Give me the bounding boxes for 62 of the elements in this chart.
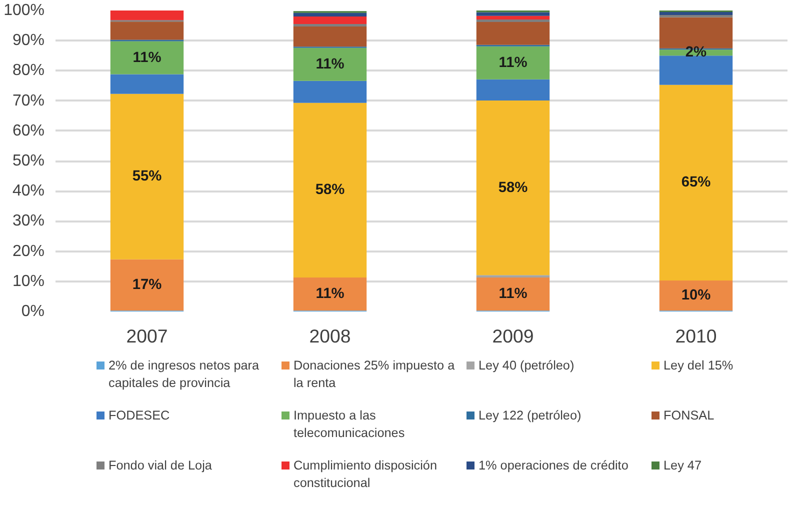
bar (110, 10, 184, 20)
y-tick-label: 0% (21, 303, 44, 320)
x-tick-label: 2008 (309, 326, 351, 346)
data-label: 65% (681, 174, 711, 191)
data-label: 11% (316, 286, 344, 302)
bar (659, 280, 733, 311)
bar (293, 16, 367, 24)
bar (476, 12, 550, 16)
data-label: 11% (132, 50, 162, 66)
bar (110, 74, 184, 94)
bar (293, 48, 367, 81)
bar (110, 22, 184, 40)
bar (293, 102, 367, 278)
legend-label: Fondo vial de Loja (108, 458, 213, 472)
x-tick-label: 2009 (492, 326, 534, 346)
data-label: 10% (681, 288, 711, 304)
bar (476, 22, 550, 45)
bar (659, 84, 733, 280)
bar (659, 12, 733, 16)
y-tick-label: 40% (12, 182, 45, 200)
x-tick-label: 2007 (126, 326, 168, 346)
legend-label: FODESEC (108, 408, 170, 422)
legend-label: Cumplimiento disposición constitucional (294, 458, 438, 490)
bar (293, 12, 367, 17)
legend-label: Impuesto a las telecomunicaciones (294, 408, 405, 440)
data-label: 11% (498, 54, 528, 71)
legend-label: Ley 122 (petróleo) (478, 408, 582, 422)
legend-label: FONSAL (664, 408, 714, 422)
bar (110, 41, 184, 74)
bar (476, 16, 550, 20)
y-tick-label: 100% (4, 2, 44, 19)
data-label: 17% (132, 277, 162, 294)
y-tick-label: 50% (12, 152, 45, 170)
legend-label: 2% de ingresos netos para capitales de provincia (108, 358, 260, 390)
x-tick-label: 2010 (675, 326, 717, 346)
legend-label: Ley 40 (petróleo) (478, 358, 574, 372)
bar (110, 94, 184, 260)
legend-label: 1% operaciones de crédito (478, 458, 628, 472)
y-tick-label: 60% (12, 122, 45, 140)
bar (476, 46, 550, 80)
legend-label: Donaciones 25% impuesto a la renta (294, 358, 456, 390)
bar (293, 80, 367, 103)
y-tick-label: 90% (12, 32, 45, 50)
bar (293, 26, 367, 47)
y-tick-label: 30% (12, 212, 45, 230)
y-tick-label: 10% (12, 272, 45, 290)
data-label: 55% (132, 168, 162, 185)
bar (659, 56, 733, 85)
bar (476, 100, 550, 276)
bar (110, 259, 184, 311)
bar (476, 277, 550, 311)
y-tick-label: 80% (12, 62, 45, 80)
y-tick-label: 20% (12, 242, 45, 260)
bar (476, 79, 550, 100)
data-label: 58% (315, 182, 345, 198)
y-tick-label: 70% (12, 92, 45, 110)
data-label: 58% (498, 180, 528, 196)
data-label: 11% (316, 56, 344, 72)
legend-label: Ley 47 (664, 458, 702, 472)
legend-label: Ley del 15% (664, 358, 734, 372)
data-label: 11% (498, 286, 528, 302)
bar (293, 277, 367, 311)
